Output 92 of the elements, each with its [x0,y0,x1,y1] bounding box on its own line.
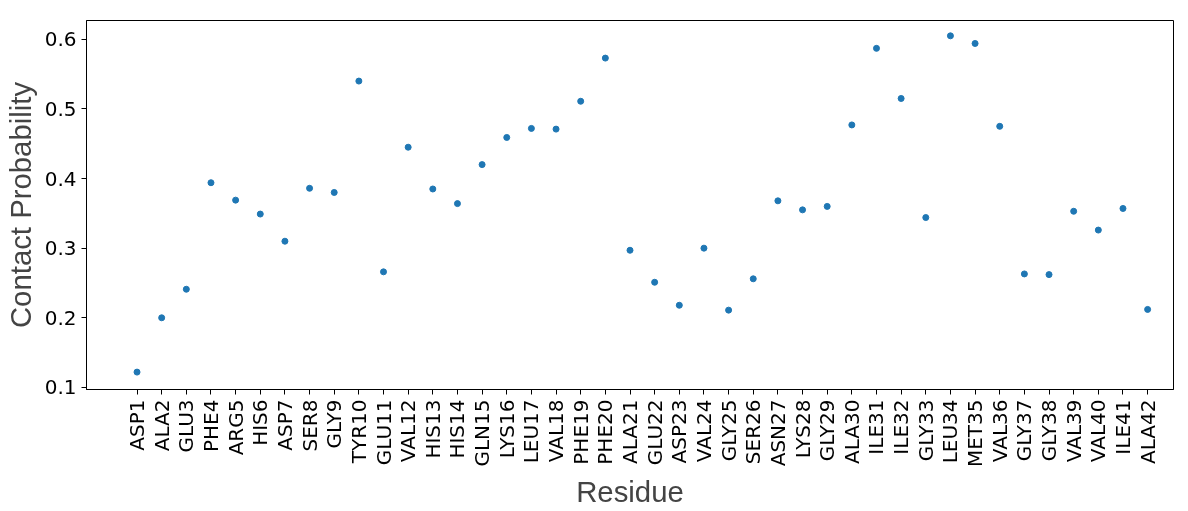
x-tick-label: VAL40 [1086,399,1111,463]
point [749,275,757,283]
x-tick-label: ASP1 [125,399,150,451]
point [626,246,634,254]
point [281,237,289,245]
x-tick-label: SER26 [741,399,766,465]
point [133,368,141,376]
x-tick-label: LYS16 [494,399,519,459]
point [1094,226,1102,234]
point [848,121,856,129]
x-tick-label: ALA2 [149,399,174,452]
point [232,196,240,204]
point [971,39,979,47]
point [725,306,733,314]
point [1070,207,1078,215]
x-tick-label: MET35 [963,399,988,468]
point [158,314,166,322]
point [1045,271,1053,279]
point [1119,204,1127,212]
point [774,197,782,205]
x-tick-label: VAL24 [691,399,716,463]
x-tick-label: ALA42 [1135,399,1160,464]
x-tick-label: GLY25 [716,399,741,462]
x-tick-label: GLY9 [322,399,347,449]
point [922,214,930,222]
x-tick-label: ILE41 [1110,399,1135,455]
y-tick-label: 0.5 [44,96,77,121]
x-tick-label: VAL12 [396,399,421,463]
x-tick-label: HIS14 [445,399,470,459]
x-tick-label: PHE4 [198,399,223,452]
point [503,133,511,141]
point [429,185,437,193]
point [453,200,461,208]
x-tick-label: LYS28 [790,399,815,459]
x-tick-label: ILE32 [889,399,914,455]
x-tick-label: GLU11 [371,399,396,466]
point [527,124,535,132]
point [675,301,683,309]
point [996,122,1004,130]
x-tick-label: GLU3 [174,399,199,453]
point [872,44,880,52]
y-axis-title: Contact Probability [3,81,37,329]
point [1144,305,1152,313]
point [601,54,609,62]
x-tick-label: ALA30 [839,399,864,464]
x-tick-label: ILE31 [864,399,889,455]
x-tick-label: PHE19 [568,399,593,465]
x-tick-label: ALA21 [618,399,642,464]
y-tick-label: 0.4 [44,166,77,191]
x-tick-label: HIS13 [420,399,445,459]
y-tick-label: 0.1 [44,375,77,400]
point [207,179,215,187]
x-tick-label: GLN15 [470,399,495,467]
y-tick-label: 0.6 [44,27,77,52]
x-axis-title: Residue [576,475,684,509]
x-tick-label: ARG5 [223,399,248,456]
point [256,210,264,218]
x-tick-label: LEU17 [519,399,544,464]
y-tick-label: 0.3 [44,236,77,261]
x-tick-label: GLU22 [642,399,667,466]
point [355,77,363,85]
point [306,184,314,192]
x-tick-label: GLY33 [913,399,938,462]
point [478,161,486,169]
point [897,94,905,102]
point [330,188,338,196]
point [552,125,560,133]
point [182,285,190,293]
x-tick-label: GLY38 [1037,399,1062,462]
point [946,32,954,40]
point [380,268,388,276]
point [651,278,659,286]
x-tick-label: VAL36 [987,399,1012,463]
x-tick-label: GLY37 [1012,399,1037,462]
x-tick-label: HIS6 [248,399,273,446]
point [577,97,585,105]
x-tick-label: ASP23 [667,399,692,464]
x-tick-label: LEU34 [938,399,963,464]
point [823,202,831,210]
x-tick-label: ASP7 [272,399,297,451]
y-tick-label: 0.2 [44,305,77,330]
x-tick-label: PHE20 [593,399,618,465]
point [799,206,807,214]
point [1020,270,1028,278]
x-tick-label: VAL39 [1061,399,1086,463]
x-tick-label: TYR10 [346,399,371,465]
point [700,244,708,252]
x-tick-label: GLY29 [815,399,840,462]
x-tick-label: VAL18 [544,399,569,463]
point [404,143,412,151]
x-tick-label: SER8 [297,399,322,452]
x-tick-label: ASN27 [765,399,790,467]
